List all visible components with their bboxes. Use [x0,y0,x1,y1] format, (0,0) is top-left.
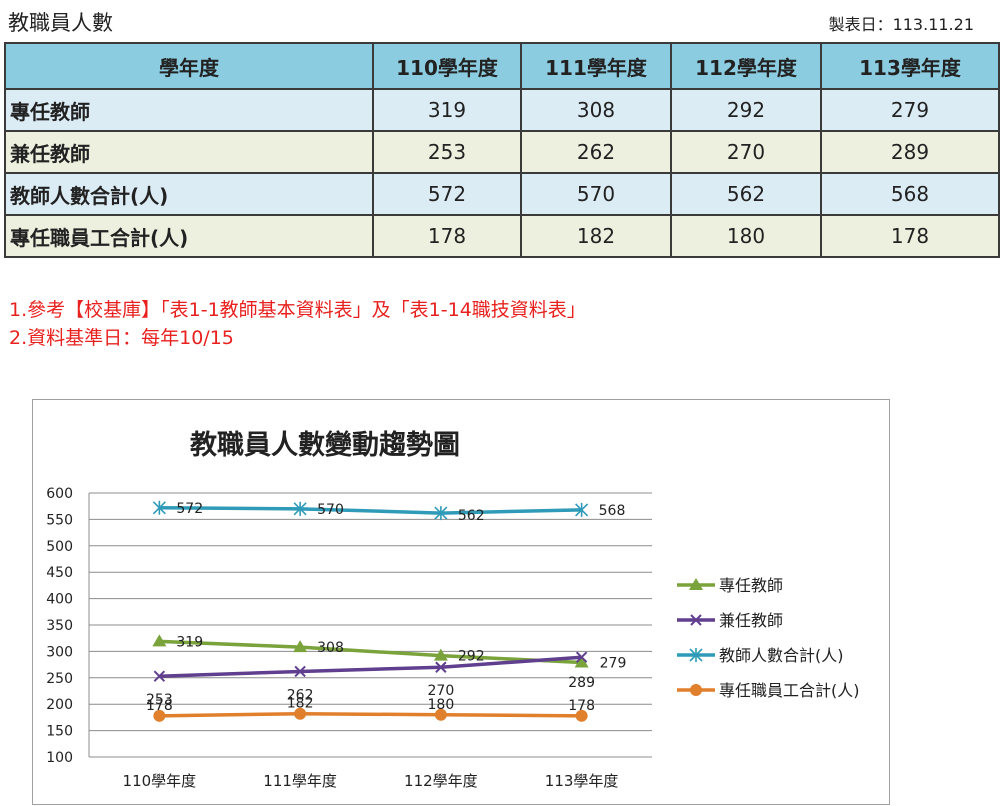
data-label: 279 [600,655,627,671]
table-row: 專任職員工合計(人) 178 182 180 178 [4,214,1000,258]
data-point [152,634,167,647]
trend-chart: 教職員人數變動趨勢圖 100 150 200 250 300 350 400 450 500 550… [32,399,890,805]
data-label: 562 [458,508,485,524]
table-cell: 319 [372,88,522,132]
table-cell: 308 [520,88,672,132]
data-point [293,501,307,516]
table-cell: 253 [372,130,522,174]
row-label: 教師人數合計(人) [4,172,374,216]
row-label: 兼任教師 [4,130,374,174]
table-cell: 562 [670,172,822,216]
table-row: 教師人數合計(人) 572 570 562 568 [4,172,1000,216]
staff-count-table: 學年度 110學年度 111學年度 112學年度 113學年度 專任教師 319… [4,42,1000,258]
column-header: 110學年度 [372,42,522,90]
table-cell: 279 [820,88,1000,132]
data-point [153,670,166,682]
table-cell: 262 [520,130,672,174]
legend-marker [690,684,702,696]
table-cell: 568 [820,172,1000,216]
data-point [575,651,588,663]
report-date: 製表日：113.11.21 [828,15,974,34]
column-header: 113學年度 [820,42,1000,90]
y-tick-label: 600 [46,486,73,502]
y-tick-label: 100 [46,750,73,766]
data-point [434,708,447,721]
data-label: 308 [317,640,344,656]
column-header: 學年度 [4,42,374,90]
table-row: 專任教師 319 308 292 279 [4,88,1000,132]
x-tick-label: 110學年度 [123,772,197,790]
series-line [159,711,582,718]
legend-marker [689,648,703,662]
data-label: 572 [176,501,203,517]
chart-title: 教職員人數變動趨勢圖 [190,429,460,461]
column-header: 111學年度 [520,42,672,90]
y-tick-label: 150 [46,724,73,740]
data-point [435,661,447,673]
table-cell: 178 [820,214,1000,258]
table-cell: 572 [372,172,522,216]
data-point [294,665,306,678]
x-tick-label: 111學年度 [263,772,337,790]
y-tick-label: 450 [46,565,73,581]
data-point [434,506,448,521]
note-source: 1.參考【校基庫】「表1-1教師基本資料表」及「表1-14職技資料表」 [9,299,586,321]
data-point [433,648,448,661]
data-point [152,500,166,515]
data-label: 182 [287,696,314,712]
table-row: 兼任教師 253 262 270 289 [4,130,1000,174]
data-label: 180 [428,697,455,713]
table-cell: 182 [520,214,672,258]
data-point [574,655,589,668]
data-label: 262 [287,687,314,703]
legend-label: 專任教師 [719,576,783,595]
notes: 1.參考【校基庫】「表1-1教師基本資料表」及「表1-14職技資料表」 2.資料… [9,296,586,352]
y-tick-label: 350 [46,618,73,634]
data-label: 570 [317,502,344,518]
data-label: 253 [146,692,173,708]
row-label: 專任職員工合計(人) [4,214,374,258]
legend-marker [690,614,702,626]
y-tick-label: 500 [46,539,73,555]
column-header: 112學年度 [670,42,822,90]
note-reference-date: 2.資料基準日：每年10/15 [9,327,234,349]
data-label: 270 [428,683,455,699]
data-point [153,709,166,722]
data-label: 292 [458,649,485,665]
table-cell: 292 [670,88,822,132]
data-label: 319 [176,634,203,650]
data-point [575,502,589,517]
data-point [575,709,588,722]
legend-marker [689,578,703,590]
row-label: 專任教師 [4,88,374,132]
series-line [159,506,582,515]
series-line [159,655,582,678]
data-label: 178 [146,698,173,714]
data-point [293,640,308,653]
y-tick-label: 300 [46,644,73,660]
legend-label: 教師人數合計(人) [719,646,844,665]
data-label: 289 [568,675,595,691]
table-cell: 570 [520,172,672,216]
x-tick-label: 113學年度 [545,772,619,790]
y-tick-label: 250 [46,671,73,687]
table-cell: 289 [820,130,1000,174]
data-label: 178 [568,698,595,714]
table-cell: 270 [670,130,822,174]
table-cell: 178 [372,214,522,258]
table-cell: 180 [670,214,822,258]
legend-label: 兼任教師 [719,611,783,630]
page-title: 教職員人數 [8,11,113,35]
y-tick-label: 550 [46,512,73,528]
x-tick-label: 112學年度 [404,772,478,790]
data-point [294,707,307,720]
y-tick-label: 400 [46,592,73,608]
series-line [159,639,582,665]
data-label: 568 [599,503,626,519]
y-tick-label: 200 [46,697,73,713]
legend-label: 專任職員工合計(人) [719,681,860,700]
table-header-row: 學年度 110學年度 111學年度 112學年度 113學年度 [4,42,1000,90]
trend-chart-svg: 教職員人數變動趨勢圖 100 150 200 250 300 350 400 450 500 550… [46,429,860,790]
